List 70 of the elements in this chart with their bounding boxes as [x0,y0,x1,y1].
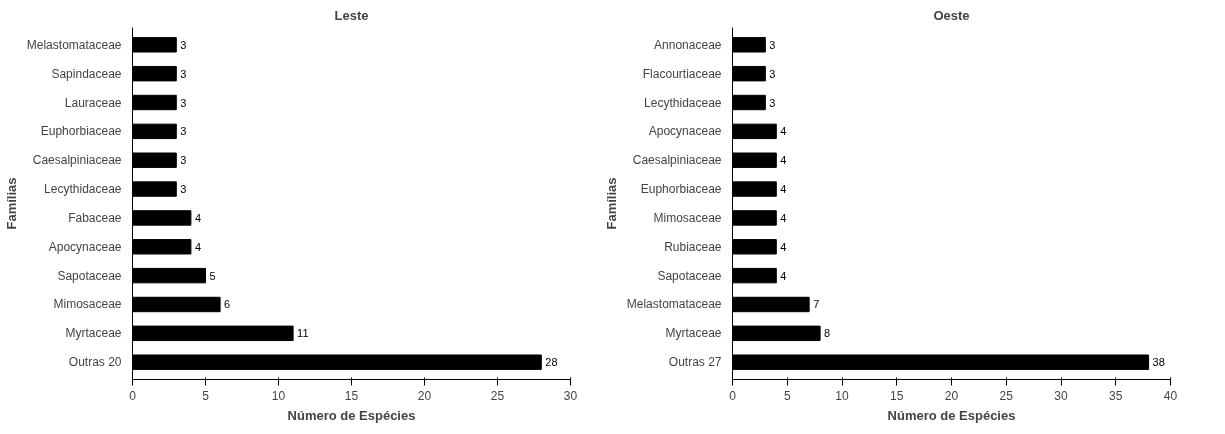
data-label: 3 [180,125,187,138]
x-tick-label: 20 [417,388,432,403]
y-tick-label: Euphorbiaceae [40,124,122,139]
data-label: 8 [824,327,831,340]
data-label: 4 [780,240,787,253]
x-tick-label: 25 [490,388,505,403]
y-tick-label: Rubiaceae [664,239,722,254]
y-tick-label: Myrtaceae [665,326,722,341]
data-label: 5 [209,269,216,282]
chart-title: Oeste [933,7,970,23]
data-label: 3 [769,38,776,51]
x-tick-label: 15 [344,388,359,403]
y-tick-label: Myrtaceae [65,326,122,341]
data-label: 3 [180,96,187,109]
x-tick-label: 20 [944,388,959,403]
data-label: 6 [224,298,231,311]
x-tick-label: 15 [890,388,904,403]
y-tick-label: Mimosaceae [53,297,122,312]
x-axis-title: Número de Espécies [287,407,416,423]
data-label: 4 [780,211,787,224]
data-label: 4 [194,211,202,224]
y-tick-label: Melastomataceae [26,37,122,52]
x-tick-label: 35 [1109,388,1123,403]
y-tick-label: Lauraceae [64,95,122,110]
x-tick-label: 40 [1163,388,1178,403]
data-label: 4 [194,240,202,253]
y-tick-label: Annonaceae [654,37,722,52]
y-tick-label: Fabaceae [68,210,122,225]
data-label: 3 [180,67,187,80]
y-axis-title: Famílias [3,177,19,230]
data-label: 28 [545,356,558,369]
y-tick-label: Sapotaceae [57,268,122,283]
y-tick-label: Mimosaceae [653,210,722,225]
data-label: 3 [769,67,776,80]
y-tick-label: Caesalpiniaceae [32,153,122,168]
x-tick-label: 0 [129,388,137,403]
data-label: 38 [1152,356,1165,369]
chart-title: Leste [334,7,369,23]
x-tick-label: 10 [271,388,286,403]
data-label: 3 [180,38,187,51]
x-tick-label: 30 [563,388,578,403]
y-tick-label: Lecythidaceae [644,95,722,110]
y-tick-label: Outras 27 [668,355,722,370]
x-tick-label: 10 [835,388,849,403]
y-axis-title: Famílias [603,177,619,230]
y-tick-label: Sapotaceae [657,268,722,283]
data-label: 7 [813,298,820,311]
y-tick-label: Euphorbiaceae [640,182,722,197]
y-tick-label: Flacourtiaceae [642,66,722,81]
x-tick-label: 25 [999,388,1014,403]
data-label: 3 [180,183,187,196]
y-tick-label: Apocynaceae [48,239,122,254]
data-label: 4 [780,154,787,167]
data-label: 4 [780,125,787,138]
y-tick-label: Sapindaceae [51,66,122,81]
data-label: 4 [780,183,787,196]
y-tick-label: Caesalpiniaceae [632,153,722,168]
data-label: 11 [297,327,309,340]
y-tick-label: Outras 20 [68,355,122,370]
x-axis-title: Número de Espécies [887,407,1016,423]
y-tick-label: Apocynaceae [648,124,722,139]
x-tick-label: 30 [1054,388,1068,403]
x-tick-label: 0 [729,388,737,403]
y-tick-label: Lecythidaceae [44,182,122,197]
y-tick-label: Melastomataceae [626,297,722,312]
data-label: 4 [780,269,787,282]
data-label: 3 [769,96,776,109]
data-label: 3 [180,154,187,167]
x-tick-label: 5 [783,388,791,403]
x-tick-label: 5 [202,388,210,403]
